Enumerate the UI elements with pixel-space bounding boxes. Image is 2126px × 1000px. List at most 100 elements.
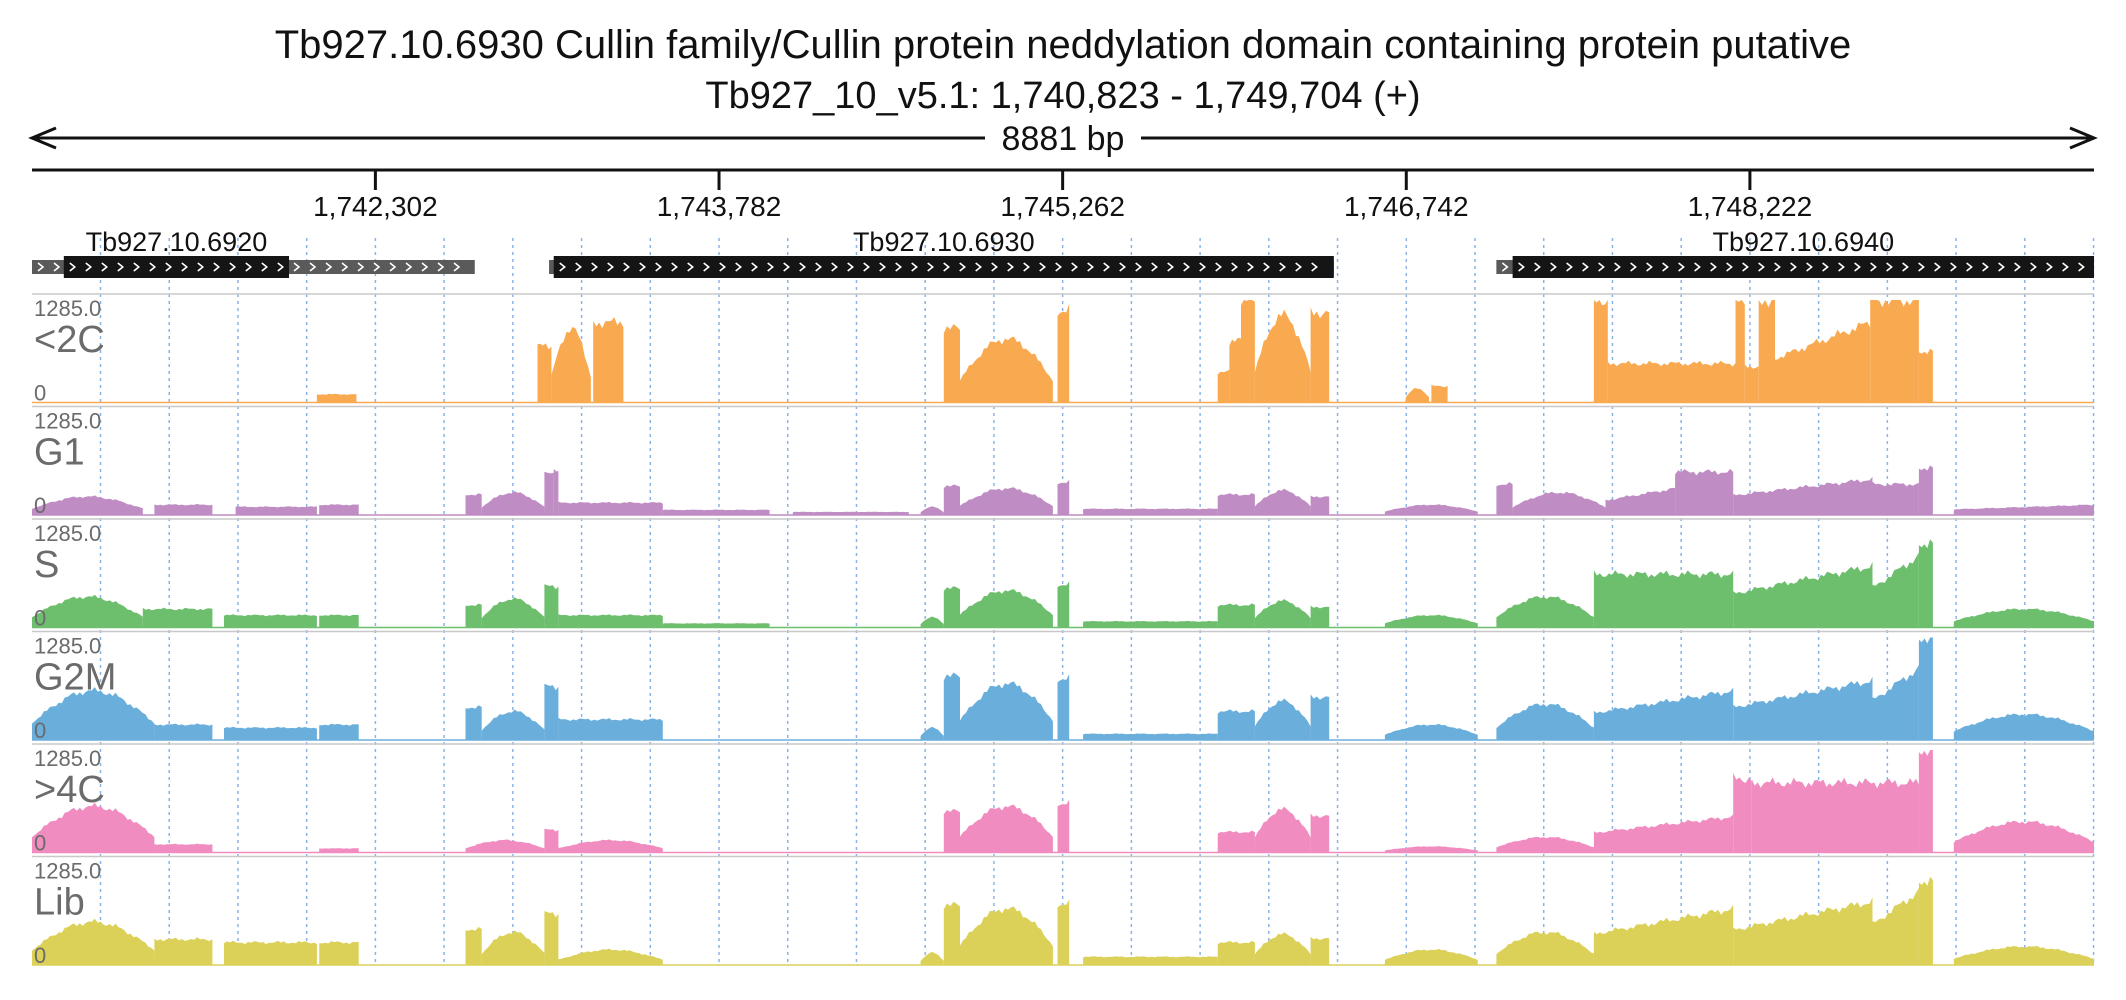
coverage-area [1254,932,1311,965]
strand-chevron [117,262,125,272]
strand-chevron [69,262,77,272]
strand-chevron [53,262,61,272]
track-ymax-label: 1285.0 [34,296,101,321]
strand-chevron [1982,262,1989,272]
span-arrowhead-right [2069,126,2098,150]
strand-chevron [575,262,582,272]
coverage-area [1744,364,1759,403]
strand-chevron [847,262,854,272]
strand-chevron [341,262,349,272]
coverage-area [943,586,960,628]
strand-chevron [277,262,285,272]
coverage-area [1733,476,1873,515]
track-ymin-label: 0 [34,493,46,518]
coverage-area [1057,899,1070,965]
track-name-label: G1 [34,432,85,474]
strand-chevron [1822,262,1829,272]
strand-chevron [751,262,758,272]
strand-chevron [1630,262,1637,272]
coverage-area [1083,508,1218,515]
coverage-area [465,603,482,628]
span-length-label: 8881 bp [1002,120,1125,158]
gene-name-label: Tb927.10.6920 [86,227,268,257]
strand-chevron [85,262,93,272]
coverage-area [544,471,554,515]
track-ymax-label: 1285.0 [34,859,101,884]
strand-chevron [975,262,982,272]
coverage-area [1733,561,1873,628]
strand-chevron [1742,262,1749,272]
strand-chevron [1279,262,1286,272]
strand-chevron [831,262,838,272]
strand-chevron [639,262,646,272]
track-ymin-label: 0 [34,381,46,406]
strand-chevron [1550,262,1557,272]
coverage-area [1733,676,1873,740]
coverage-area [1953,713,2094,740]
strand-chevron [1886,262,1893,272]
strand-chevron [245,262,253,272]
coverage-area [1384,614,1478,628]
coverage-area [792,511,909,515]
coverage-track: 1285.0>4C 0 [32,743,2094,856]
strand-chevron [719,262,726,272]
coverage-area [1751,777,1919,853]
track-ymin-label: 0 [34,606,46,631]
coverage-track: 1285.0S 0 [32,518,2094,631]
strand-chevron [165,262,173,272]
coverage-area [960,804,1053,853]
coverage-area [465,927,482,965]
coverage-area [551,326,591,403]
coverage-area [960,589,1053,628]
strand-chevron [1103,262,1110,272]
coverage-area [1083,620,1218,628]
strand-chevron [623,262,630,272]
coverage-area [920,726,944,740]
strand-chevron [959,262,966,272]
strand-chevron [389,262,397,272]
coverage-area [662,623,770,628]
strand-chevron [655,262,662,272]
coverage-area [1496,931,1594,965]
gene-cds [1512,256,2094,278]
strand-chevron [863,262,870,272]
strand-chevron [735,262,742,272]
strand-chevron [1295,262,1302,272]
coverage-area [1217,709,1255,740]
ruler-tick-label: 1,745,262 [1000,191,1125,222]
gene-cds [553,256,1334,278]
coverage-area [1953,504,2094,515]
gene-name-label: Tb927.10.6940 [1712,227,1894,257]
coverage-area [1229,337,1244,403]
coverage-area [943,672,960,740]
strand-chevron [1023,262,1030,272]
strand-chevron [37,262,45,272]
coverage-area [142,607,213,628]
coverage-area [943,808,960,853]
coverage-area [32,918,155,965]
coordinate-ruler: 1,742,302 1,743,782 1,745,262 1,746,742 1,74… [32,168,2094,222]
track-name-label: S [34,544,59,586]
coverage-area [920,951,944,965]
strand-chevron [943,262,950,272]
coverage-area [319,723,359,740]
coverage-area [558,948,663,965]
coverage-area [1735,300,1745,403]
strand-chevron [799,262,806,272]
coverage-area [154,503,213,515]
strand-chevron [895,262,902,272]
coverage-area [1496,596,1594,628]
coverage-area [1217,830,1255,853]
strand-chevron [1263,262,1270,272]
coverage-area [1254,806,1311,853]
strand-chevron [2014,262,2021,272]
coverage-area [1057,303,1070,403]
strand-chevron [1806,262,1813,272]
track-ymax-label: 1285.0 [34,521,101,546]
strand-chevron [229,262,237,272]
coverage-area [1953,608,2094,628]
coverage-area [1872,887,1919,965]
strand-chevron [1007,262,1014,272]
track-ymin-label: 0 [34,831,46,856]
strand-chevron [1598,262,1605,272]
